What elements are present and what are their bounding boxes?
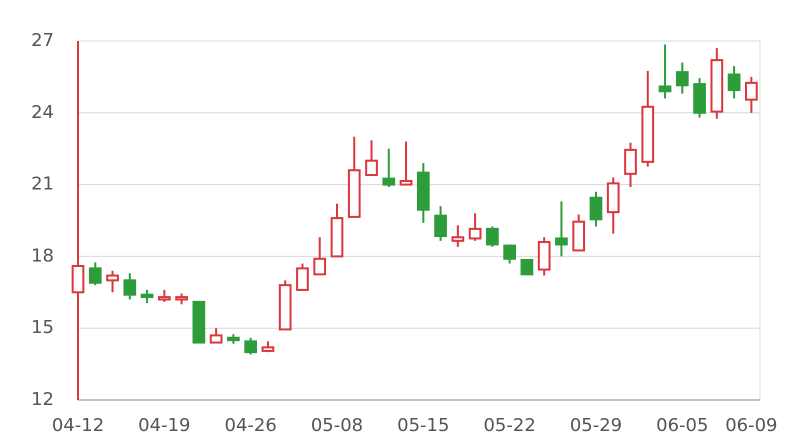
candle-body (313, 257, 327, 276)
candle-body (710, 59, 724, 113)
candle-body (244, 340, 258, 354)
candle-body (727, 73, 741, 92)
candle-body (123, 279, 137, 296)
candle-body (589, 196, 603, 221)
x-tick-label: 05-29 (570, 415, 622, 436)
y-tick-label: 15 (31, 317, 54, 338)
candle-body (624, 148, 637, 175)
candle-body (106, 274, 119, 282)
x-tick-label: 04-12 (52, 415, 104, 436)
candle-body (71, 264, 85, 294)
x-tick-label: 05-22 (483, 415, 535, 436)
x-tick-label: 05-08 (311, 415, 363, 436)
candle-body (606, 182, 620, 214)
candle-body (296, 267, 309, 291)
x-tick-label: 05-15 (397, 415, 449, 436)
candle-body (261, 346, 275, 352)
candle-body (641, 105, 655, 163)
candle-body (745, 81, 758, 101)
candle-body (675, 71, 689, 87)
candle-body (434, 214, 447, 238)
candle-body (330, 217, 344, 258)
candle-body (693, 83, 706, 114)
candle-body (88, 267, 102, 284)
candle-body (157, 296, 171, 301)
candle-body (537, 241, 551, 271)
x-tick-label: 04-26 (225, 415, 277, 436)
y-tick-label: 12 (31, 389, 54, 410)
candle-body (555, 237, 568, 246)
candle-body (572, 220, 586, 252)
y-tick-label: 21 (31, 174, 54, 195)
candle-body (227, 336, 240, 342)
candle-body (175, 296, 188, 301)
candle-body (658, 85, 672, 93)
candle-body (486, 227, 499, 246)
y-tick-label: 18 (31, 245, 54, 266)
candle-body (416, 171, 430, 211)
candle-body (503, 244, 516, 260)
candle-body (365, 159, 378, 177)
candle-body (192, 300, 206, 344)
candle-body (451, 236, 465, 242)
y-tick-label: 27 (31, 30, 54, 51)
candle-body (468, 227, 482, 240)
candle-body (520, 258, 534, 276)
candle-body (209, 334, 223, 344)
candle-body (278, 284, 292, 331)
x-tick-label: 04-19 (138, 415, 190, 436)
y-tick-label: 24 (31, 102, 54, 123)
x-tick-label: 06-09 (725, 415, 777, 436)
x-tick-label: 06-05 (656, 415, 708, 436)
candle-body (382, 177, 396, 186)
candle-body (399, 180, 413, 186)
candle-body (140, 293, 154, 299)
candle-body (347, 169, 361, 218)
